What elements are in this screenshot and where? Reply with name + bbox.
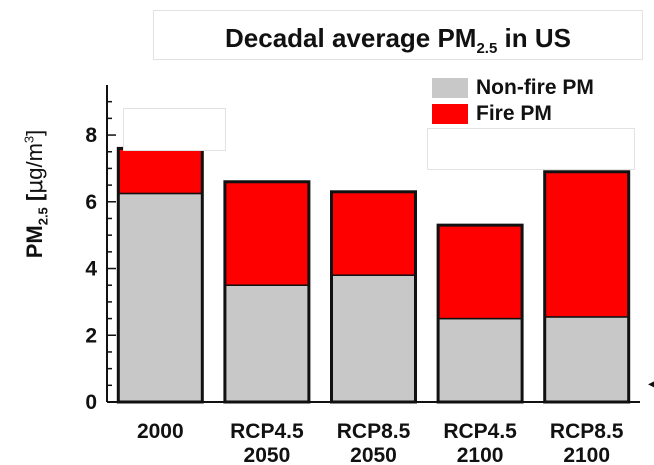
y-axis-title: PM2.5 [μg/m3]: [22, 130, 51, 259]
y-tick-label: 8: [85, 124, 97, 147]
chart-title: Decadal average PM2.5 in US: [154, 23, 642, 57]
bar-segment-fire: [330, 191, 417, 276]
y-tick-label: 6: [85, 191, 97, 214]
y-axis-title-unit-open: [: [21, 193, 47, 208]
chart-title-box: Decadal average PM2.5 in US: [153, 10, 643, 60]
chart-title-subscript: 2.5: [476, 40, 498, 58]
y-axis-title-unit-g: g/m: [21, 143, 47, 180]
chart-title-suffix: in US: [497, 23, 571, 53]
bar-outline: [543, 170, 631, 404]
bar-segment-non-fire: [437, 317, 523, 403]
x-tick-label: RCP8.5: [550, 420, 624, 443]
x-tick-label: 2000: [137, 420, 184, 443]
bar-segment-fire: [117, 147, 204, 195]
y-axis-title-superscript: 3: [21, 135, 37, 144]
y-tick-label: 2: [85, 324, 97, 347]
chart-title-prefix: Decadal average PM: [225, 23, 477, 53]
legend-item-fire: Fire PM: [432, 102, 552, 126]
bar-segment-fire: [224, 181, 310, 286]
y-axis-title-subscript: 2.5: [35, 207, 51, 226]
legend-item-non-fire: Non-fire PM: [432, 76, 594, 100]
bar-segment-fire: [437, 224, 523, 320]
bar-segment-non-fire: [117, 192, 204, 403]
x-tick-label-line2: 2100: [563, 444, 610, 465]
y-axis-title-unit-close: ]: [21, 129, 47, 136]
x-tick-label-line2: 2100: [457, 444, 504, 465]
y-tick-label: 0: [85, 391, 97, 414]
x-tick-label: RCP4.5: [230, 420, 304, 443]
x-tick-label-line2: 2050: [244, 444, 291, 465]
x-tick-label-line2: 2050: [350, 444, 397, 465]
bar-segment-fire: [543, 171, 630, 318]
y-axis-title-prefix: PM: [21, 225, 47, 259]
legend-swatch-non-fire: [432, 78, 468, 98]
x-tick-label: RCP8.5: [337, 420, 411, 443]
y-axis-title-unit-mu: μ: [22, 179, 48, 194]
bar-segment-non-fire: [543, 316, 630, 403]
legend-swatch-fire: [432, 104, 468, 124]
arrow-left-icon: ◂: [648, 375, 654, 391]
legend-label-fire: Fire PM: [476, 102, 552, 125]
x-tick-label: RCP4.5: [443, 420, 517, 443]
bar-segment-non-fire: [224, 284, 310, 403]
blank-label-box-2: [427, 128, 635, 170]
bar-outline: [436, 223, 524, 404]
bar-outline: [223, 180, 311, 404]
bar-segment-non-fire: [330, 274, 417, 403]
blank-label-box-1: [123, 108, 226, 151]
y-tick-label: 4: [85, 258, 97, 281]
bar-outline: [330, 190, 417, 404]
legend-label-non-fire: Non-fire PM: [476, 76, 594, 99]
